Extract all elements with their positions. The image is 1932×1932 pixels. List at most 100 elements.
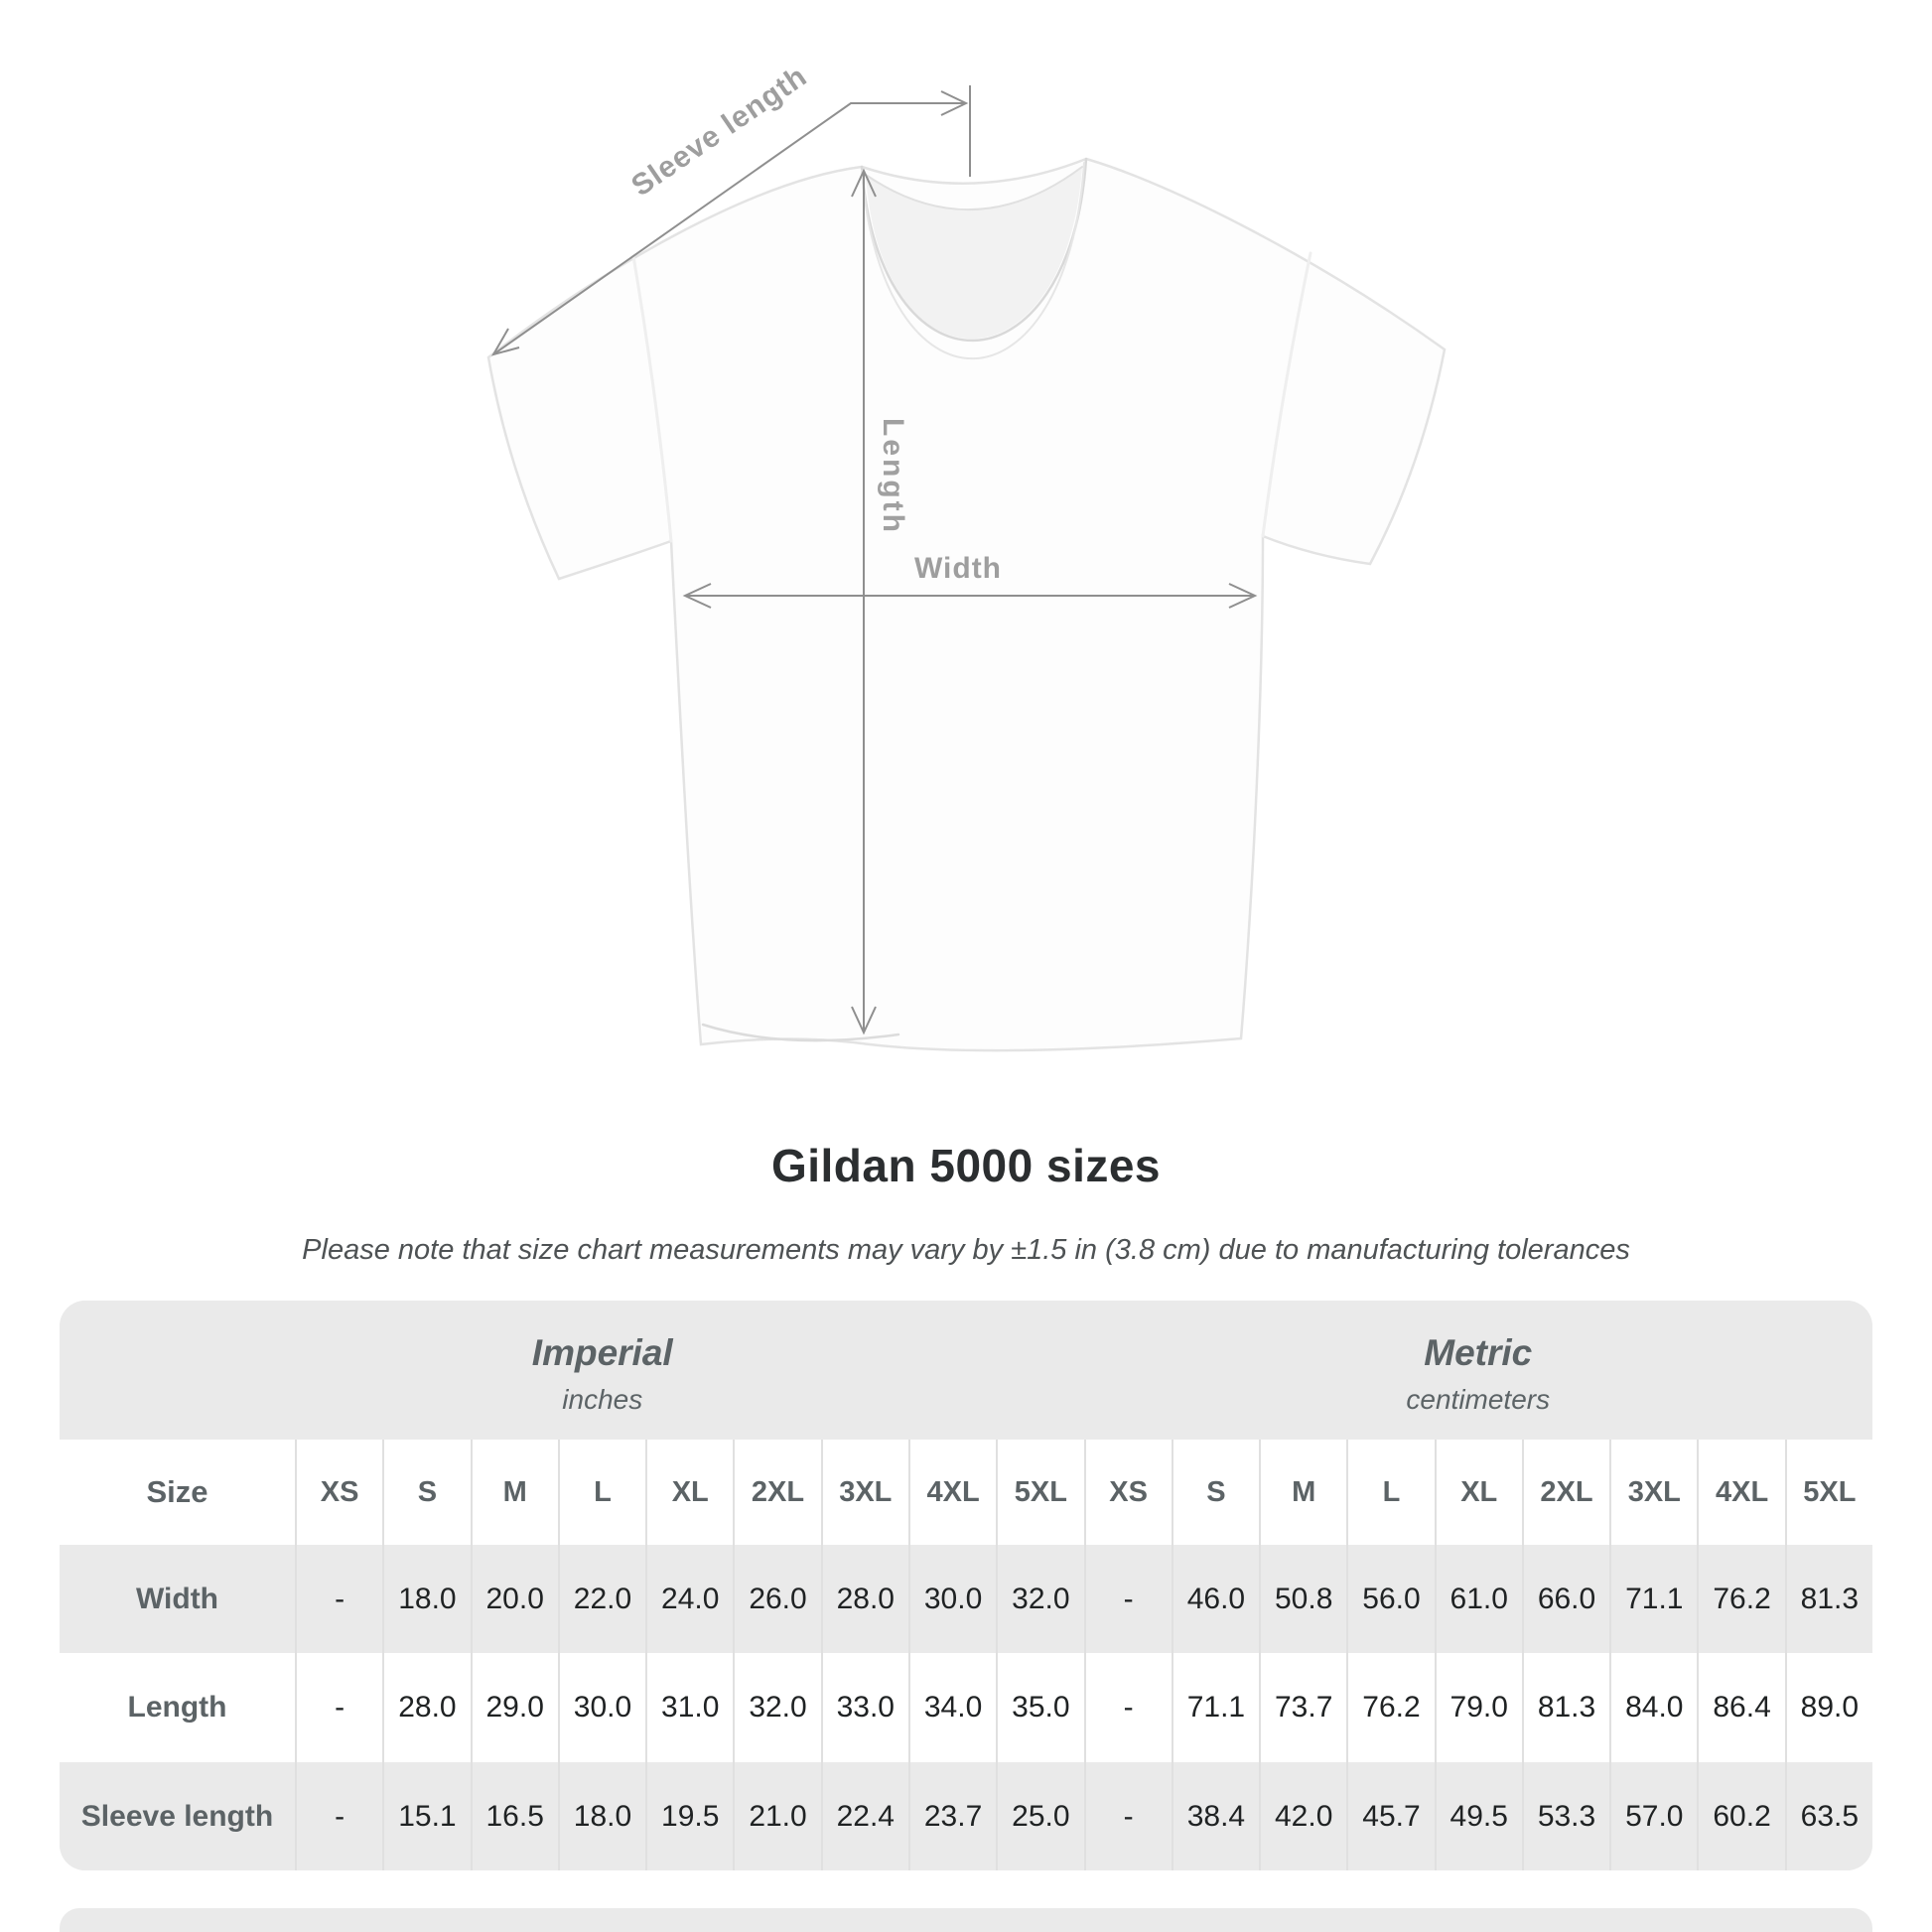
size-header-cell: 2XL	[733, 1440, 820, 1545]
table-cell: 53.3	[1521, 1762, 1609, 1870]
table-cell: 23.7	[907, 1762, 996, 1870]
table-row-width: Width - 18.0 20.0 22.0 24.0 26.0 28.0 30…	[60, 1545, 1872, 1653]
unit-header-row: Imperial inches Metric centimeters	[60, 1301, 1872, 1440]
length-arrowhead-top	[851, 168, 877, 198]
size-header-cell: 3XL	[820, 1440, 908, 1545]
next-section-edge	[60, 1908, 1872, 1932]
size-header-cell: S	[1171, 1440, 1259, 1545]
length-arrowhead-bottom	[851, 1006, 877, 1035]
page-subtitle: Please note that size chart measurements…	[302, 1234, 1630, 1266]
width-arrowhead-left	[682, 583, 712, 609]
size-header-cell: M	[1259, 1440, 1346, 1545]
table-cell: 22.0	[557, 1545, 645, 1653]
imperial-unit: inches	[562, 1384, 643, 1415]
size-header-cell: 5XL	[1784, 1440, 1872, 1545]
table-cell: 33.0	[820, 1653, 908, 1762]
size-header-cell: M	[470, 1440, 558, 1545]
imperial-header: Imperial inches	[60, 1301, 1084, 1440]
size-header-cell: 4XL	[907, 1440, 996, 1545]
size-header-cell: L	[557, 1440, 645, 1545]
tshirt-measurement-diagram: Sleeve length Length Width	[486, 60, 1447, 1052]
table-cell: 66.0	[1521, 1545, 1609, 1653]
table-cell: 60.2	[1697, 1762, 1784, 1870]
sleeve-length-arrowhead-left	[490, 328, 520, 356]
size-header-cell: 3XL	[1609, 1440, 1697, 1545]
left-sleeve-seam	[631, 254, 673, 543]
table-cell: 73.7	[1259, 1653, 1346, 1762]
sleeve-length-line	[492, 102, 966, 355]
table-cell: 24.0	[645, 1545, 733, 1653]
table-row-sleeve-length: Sleeve length - 15.1 16.5 18.0 19.5 21.0…	[60, 1762, 1872, 1870]
table-cell: 61.0	[1434, 1545, 1522, 1653]
table-cell: 31.0	[645, 1653, 733, 1762]
row-label: Length	[127, 1691, 227, 1724]
table-cell: 50.8	[1259, 1545, 1346, 1653]
table-cell: 29.0	[470, 1653, 558, 1762]
metric-title: Metric	[1424, 1332, 1533, 1373]
table-cell: -	[295, 1545, 382, 1653]
table-cell: -	[295, 1653, 382, 1762]
table-cell: 21.0	[733, 1762, 820, 1870]
table-cell: 81.3	[1784, 1545, 1872, 1653]
width-label: Width	[914, 552, 1002, 585]
table-cell: 79.0	[1434, 1653, 1522, 1762]
table-cell: -	[1083, 1653, 1172, 1762]
table-cell: 46.0	[1171, 1545, 1259, 1653]
row-label: Sleeve length	[80, 1799, 274, 1833]
sleeve-length-label: Sleeve length	[625, 60, 813, 203]
size-column-header: Size	[146, 1474, 208, 1509]
table-cell: 18.0	[557, 1762, 645, 1870]
table-cell: 26.0	[733, 1545, 820, 1653]
table-cell: 86.4	[1697, 1653, 1784, 1762]
table-cell: 19.5	[645, 1762, 733, 1870]
table-cell: 76.2	[1346, 1653, 1434, 1762]
size-header-cell: XS	[1083, 1440, 1172, 1545]
table-cell: 32.0	[996, 1545, 1083, 1653]
size-header-cell: XL	[1434, 1440, 1522, 1545]
table-cell: 28.0	[382, 1653, 470, 1762]
width-arrowhead-right	[1228, 583, 1258, 609]
tshirt-silhouette	[486, 157, 1447, 1052]
size-table: Imperial inches Metric centimeters Size …	[60, 1301, 1872, 1870]
metric-header: Metric centimeters	[1084, 1301, 1873, 1440]
size-header-cell: 2XL	[1521, 1440, 1609, 1545]
table-cell: 49.5	[1434, 1762, 1522, 1870]
imperial-title: Imperial	[531, 1332, 673, 1373]
table-cell: 56.0	[1346, 1545, 1434, 1653]
table-cell: -	[1083, 1762, 1172, 1870]
table-cell: 63.5	[1784, 1762, 1872, 1870]
table-cell: 20.0	[470, 1545, 558, 1653]
table-cell: 42.0	[1259, 1762, 1346, 1870]
table-cell: 22.4	[820, 1762, 908, 1870]
table-cell: -	[295, 1762, 382, 1870]
table-cell: 18.0	[382, 1545, 470, 1653]
row-label: Width	[135, 1582, 219, 1615]
page-title: Gildan 5000 sizes	[770, 1140, 1162, 1191]
table-cell: 38.4	[1171, 1762, 1259, 1870]
table-cell: 76.2	[1697, 1545, 1784, 1653]
table-cell: 32.0	[733, 1653, 820, 1762]
table-cell: 34.0	[907, 1653, 996, 1762]
table-cell: 71.1	[1609, 1545, 1697, 1653]
table-cell: 84.0	[1609, 1653, 1697, 1762]
size-header-cell: 4XL	[1697, 1440, 1784, 1545]
length-label: Length	[877, 418, 909, 535]
metric-unit: centimeters	[1406, 1384, 1551, 1415]
size-header-cell: L	[1346, 1440, 1434, 1545]
right-sleeve-seam	[1261, 251, 1312, 538]
collar-front-edge	[860, 157, 1088, 343]
table-cell: 15.1	[382, 1762, 470, 1870]
collar-back-edge	[865, 166, 1083, 210]
collar-opening	[866, 167, 1082, 340]
table-cell: -	[1083, 1545, 1172, 1653]
hem-fold	[701, 1023, 900, 1042]
table-cell: 89.0	[1784, 1653, 1872, 1762]
table-cell: 45.7	[1346, 1762, 1434, 1870]
sleeve-length-arrowhead-right	[940, 90, 969, 116]
size-header-cell: XL	[645, 1440, 733, 1545]
table-cell: 16.5	[470, 1762, 558, 1870]
table-cell: 81.3	[1521, 1653, 1609, 1762]
size-header-cell: S	[382, 1440, 470, 1545]
table-cell: 25.0	[996, 1762, 1083, 1870]
